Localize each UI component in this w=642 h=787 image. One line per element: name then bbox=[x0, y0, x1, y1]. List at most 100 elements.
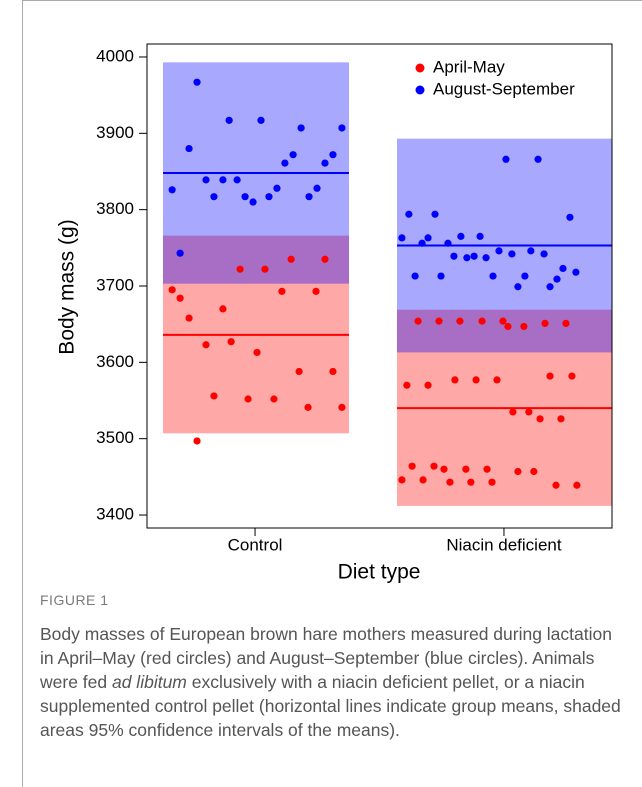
chart: Body mass (g) Diet type 3400 3500 3600 3700… bbox=[56, 43, 613, 584]
point bbox=[437, 272, 445, 280]
point bbox=[249, 198, 257, 206]
legend-marker bbox=[415, 85, 425, 95]
point bbox=[527, 247, 535, 255]
point bbox=[450, 252, 458, 260]
point bbox=[431, 210, 439, 218]
point bbox=[225, 116, 233, 124]
point bbox=[405, 210, 413, 218]
point bbox=[304, 403, 312, 411]
point bbox=[411, 272, 419, 280]
y-tick-label: 3800 bbox=[96, 199, 134, 218]
point bbox=[193, 437, 201, 445]
point bbox=[257, 116, 265, 124]
point bbox=[572, 268, 580, 276]
point bbox=[289, 151, 297, 159]
point bbox=[210, 392, 218, 400]
point bbox=[329, 151, 337, 159]
point bbox=[546, 372, 554, 380]
point bbox=[444, 239, 452, 247]
point bbox=[329, 367, 337, 376]
point bbox=[525, 408, 533, 416]
point bbox=[457, 232, 465, 240]
point bbox=[403, 381, 411, 389]
point bbox=[278, 287, 286, 295]
point bbox=[408, 462, 416, 470]
point bbox=[305, 193, 313, 201]
point bbox=[270, 395, 278, 403]
point bbox=[568, 372, 576, 380]
point bbox=[202, 341, 210, 349]
point bbox=[493, 376, 501, 384]
point bbox=[488, 478, 496, 486]
point bbox=[483, 465, 491, 473]
y-axis-label: Body mass (g) bbox=[56, 219, 79, 354]
point bbox=[499, 317, 507, 325]
y-tick-label: 3700 bbox=[96, 275, 134, 294]
point bbox=[287, 255, 295, 263]
point bbox=[398, 476, 406, 484]
point bbox=[476, 232, 484, 240]
point bbox=[261, 265, 269, 273]
y-tick-label: 3900 bbox=[96, 123, 134, 142]
figure-caption: Body masses of European brown hare mothe… bbox=[40, 622, 630, 742]
point bbox=[281, 159, 289, 167]
point bbox=[244, 395, 252, 403]
legend-label: April-May bbox=[433, 57, 505, 76]
figure-frame bbox=[22, 0, 642, 787]
point bbox=[508, 250, 516, 258]
point bbox=[185, 144, 193, 153]
point bbox=[414, 317, 422, 325]
point bbox=[227, 338, 235, 346]
point bbox=[321, 159, 329, 167]
point bbox=[418, 239, 426, 247]
point bbox=[236, 265, 244, 273]
point bbox=[540, 250, 548, 258]
point bbox=[185, 314, 193, 322]
x-tick-label: Niacin deficient bbox=[446, 535, 562, 554]
point bbox=[210, 193, 218, 201]
point bbox=[521, 272, 529, 280]
point bbox=[566, 213, 574, 221]
point bbox=[562, 319, 570, 328]
caption-italic: ad libitum bbox=[111, 672, 187, 692]
y-tick-label: 3400 bbox=[96, 505, 134, 524]
point bbox=[514, 283, 522, 291]
point bbox=[472, 376, 480, 384]
point bbox=[462, 465, 470, 473]
point bbox=[398, 234, 406, 242]
point bbox=[559, 264, 567, 273]
legend-marker bbox=[415, 63, 425, 73]
point bbox=[456, 317, 464, 325]
point bbox=[520, 322, 528, 331]
caption-text: exclusively with a niacin deficient pell… bbox=[40, 672, 621, 740]
point bbox=[467, 478, 475, 486]
point bbox=[313, 184, 321, 192]
point bbox=[424, 234, 432, 242]
point bbox=[265, 193, 273, 201]
point bbox=[338, 403, 346, 411]
point bbox=[489, 272, 497, 280]
point bbox=[446, 478, 454, 486]
point bbox=[435, 317, 443, 325]
point bbox=[321, 255, 329, 263]
point bbox=[495, 247, 503, 255]
point bbox=[253, 348, 261, 357]
point bbox=[553, 275, 561, 283]
point bbox=[573, 481, 581, 489]
point bbox=[295, 367, 303, 376]
point bbox=[509, 408, 517, 416]
point bbox=[219, 176, 227, 184]
point bbox=[546, 283, 554, 291]
point bbox=[202, 176, 210, 184]
point bbox=[430, 462, 438, 470]
point bbox=[534, 155, 542, 163]
point bbox=[557, 415, 565, 423]
y-tick-label: 4000 bbox=[96, 46, 134, 65]
point bbox=[536, 415, 544, 423]
x-tick-label: Control bbox=[228, 535, 283, 554]
caption-text: Body masses of European brown hare mothe… bbox=[40, 624, 612, 692]
point bbox=[530, 467, 538, 476]
point bbox=[273, 184, 281, 192]
point bbox=[502, 155, 510, 163]
